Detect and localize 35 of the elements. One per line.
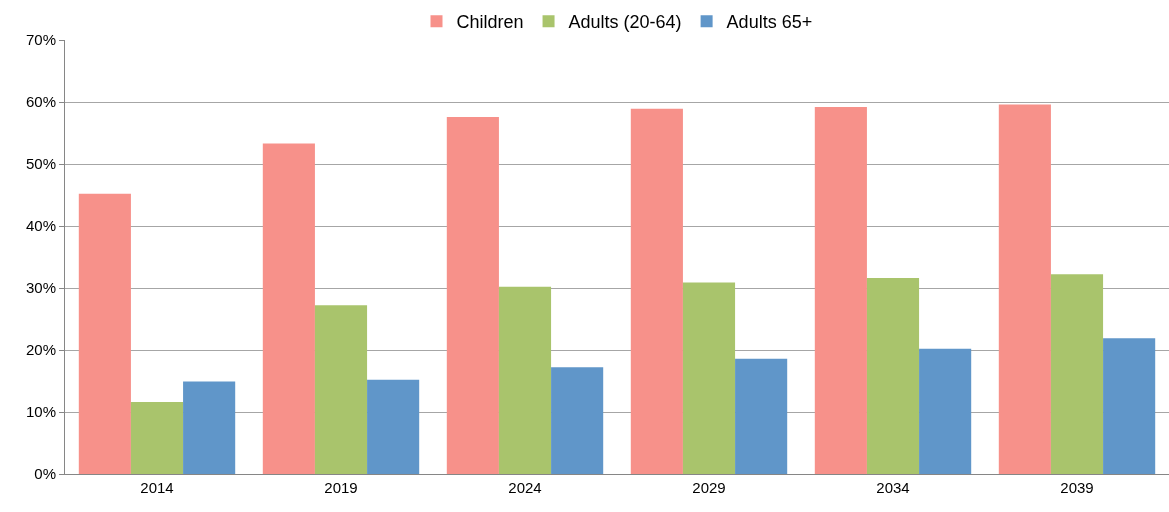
bar <box>1050 274 1104 474</box>
y-tick-label: 70% <box>25 31 56 49</box>
legend-label: Adults 65+ <box>726 12 813 33</box>
bar <box>446 116 499 474</box>
y-tick-label: 20% <box>25 341 56 359</box>
x-tick-label: 2014 <box>140 479 174 496</box>
bar <box>919 348 972 474</box>
y-tick-label: 60% <box>25 93 56 111</box>
bar <box>814 106 867 474</box>
legend-label: Adults (20-64) <box>568 12 682 33</box>
x-tick-label: 2029 <box>692 479 726 496</box>
bar <box>498 286 552 474</box>
bar <box>262 143 315 474</box>
y-tick-label: 10% <box>25 403 56 421</box>
y-tick-label: 50% <box>25 155 56 173</box>
bar <box>314 305 368 474</box>
bar <box>866 278 920 474</box>
x-tick-label: 2034 <box>876 479 910 496</box>
bar <box>735 358 788 474</box>
bar <box>1103 338 1156 474</box>
bar <box>630 108 683 474</box>
bar <box>183 381 236 474</box>
x-tick-label: 2024 <box>508 479 542 496</box>
y-tick-label: 40% <box>25 217 56 235</box>
bar <box>682 282 736 474</box>
y-tick-label: 0% <box>34 465 56 483</box>
x-tick-label: 2019 <box>324 479 358 496</box>
bar <box>367 379 420 474</box>
bar <box>551 367 604 474</box>
x-tick-label: 2039 <box>1060 479 1094 496</box>
bar <box>130 402 184 474</box>
bar <box>78 193 131 474</box>
y-tick-label: 30% <box>25 279 56 297</box>
bar <box>998 104 1051 474</box>
legend-label: Children <box>456 12 524 33</box>
